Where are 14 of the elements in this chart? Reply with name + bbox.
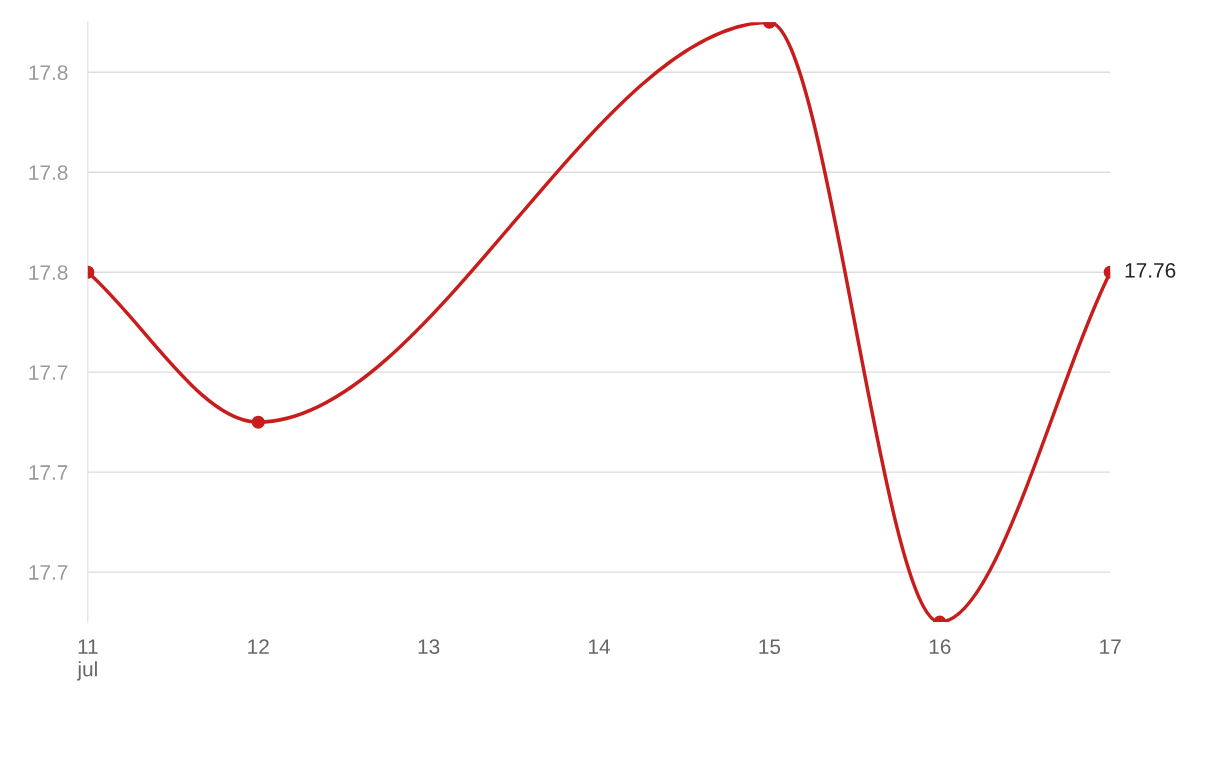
y-tick-label: 17.8 [29, 165, 68, 180]
y-tick-label: 17.7 [29, 465, 68, 480]
x-tick-label: 16 [929, 639, 951, 655]
x-tick-label: 17 [1100, 639, 1121, 654]
y-tick-label: 17.7 [29, 365, 68, 380]
y-tick-label: 17.7 [29, 565, 68, 580]
x-tick-label: 14 [589, 639, 610, 654]
y-tick-label: 17.8 [29, 265, 68, 280]
x-tick-label: 15 [759, 639, 781, 655]
x-tick-label: 12 [248, 639, 269, 654]
x-tick-label: 11 jul [76, 639, 98, 681]
x-tick-label: 13 [418, 639, 440, 655]
data-label: 17.76 [1125, 263, 1176, 278]
y-tick-label: 17.8 [29, 65, 68, 81]
